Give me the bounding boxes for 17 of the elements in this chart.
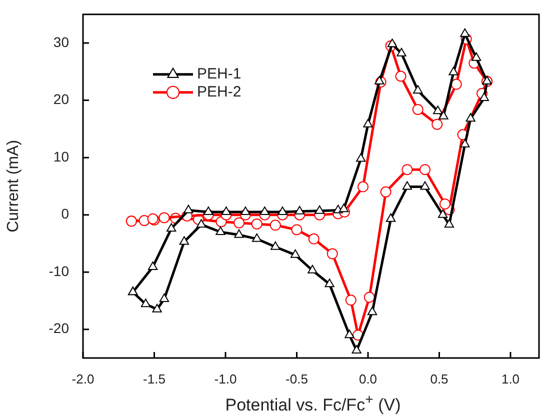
legend-label: PEH-2 [197,84,242,101]
legend-label: PEH-1 [197,66,242,83]
y-tick-label: 0 [61,206,70,222]
x-tick-label: 0.5 [430,371,448,386]
y-tick-label: 20 [53,91,70,108]
y-tick-label: 10 [53,148,70,164]
x-tick-label: -0.5 [286,371,308,386]
x-tick-label: -1.0 [214,371,237,386]
x-tick-label: 0.0 [358,371,378,386]
y-axis-title: Current (mA) [5,140,22,232]
x-tick-label: 1.0 [501,371,520,386]
y-tick-label: 30 [53,34,70,50]
y-tick-label: -20 [48,320,70,336]
x-tick-label: -2.0 [72,371,94,386]
x-axis-title: Potential vs. Fc/Fc$^{+}$ (V) [224,392,402,416]
y-tick-label: -10 [48,262,70,279]
x-tick-label: -1.5 [143,371,166,386]
